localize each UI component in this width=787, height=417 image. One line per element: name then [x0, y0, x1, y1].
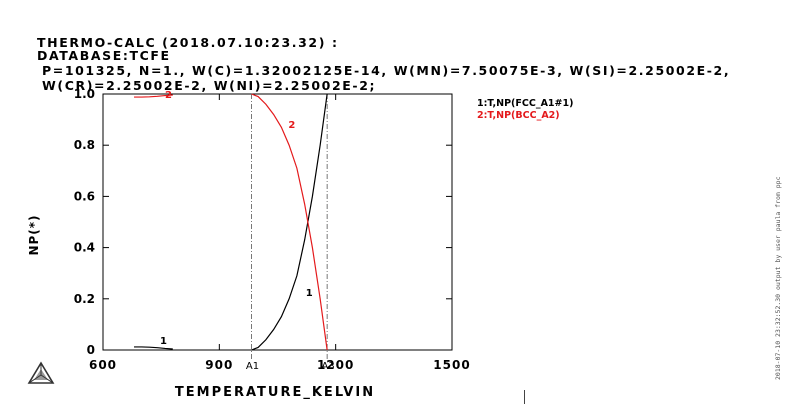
series-line	[251, 93, 328, 351]
x-tick-label: 1500	[433, 358, 470, 372]
temperature-marker-label: A3	[322, 361, 335, 372]
series-tag-label: 2	[165, 90, 172, 101]
header-line-2: DATABASE:TCFE	[37, 48, 171, 63]
header-line-1: THERMO-CALC (2018.07.10:23.32) :	[37, 35, 339, 50]
text-cursor-mark	[524, 390, 525, 404]
series-tag-label: 1	[160, 336, 167, 347]
x-axis-label: TEMPERATURE_KELVIN	[175, 385, 375, 400]
series-tag-label: 1	[306, 288, 313, 299]
y-tick-label: 0.6	[74, 189, 95, 203]
x-tick-label: 600	[89, 358, 117, 372]
y-tick-label: 0.2	[74, 292, 95, 306]
legend-entry: 2:T,NP(BCC_A2)	[477, 110, 560, 121]
plot-frame	[102, 93, 453, 351]
series-line	[251, 93, 328, 351]
series-tag-label: 2	[288, 120, 295, 131]
series-line	[134, 94, 173, 98]
y-tick-label: 0	[87, 343, 95, 357]
y-tick-label: 0.8	[74, 138, 95, 152]
legend-entry: 1:T,NP(FCC_A1#1)	[477, 98, 573, 109]
x-tick-label: 1200	[317, 358, 354, 372]
timestamp-note: 2018-07-10 23:32:52.30 output by user pa…	[771, 125, 782, 381]
timestamp-note-text: 2018-07-10 23:32:52.30 output by user pa…	[774, 176, 782, 381]
temperature-marker-label: A1	[246, 361, 259, 372]
y-axis-label: NP(*)	[27, 214, 41, 255]
y-tick-label: 0.4	[74, 241, 95, 255]
thermo-calc-logo-icon	[27, 361, 55, 384]
y-tick-label: 1.0	[74, 87, 95, 101]
x-tick-label: 900	[205, 358, 233, 372]
series-line	[134, 346, 173, 350]
header-line-4: W(CR)=2.25002E-2, W(NI)=2.25002E-2;	[42, 78, 377, 93]
header-line-3: P=101325, N=1., W(C)=1.32002125E-14, W(M…	[42, 63, 731, 78]
